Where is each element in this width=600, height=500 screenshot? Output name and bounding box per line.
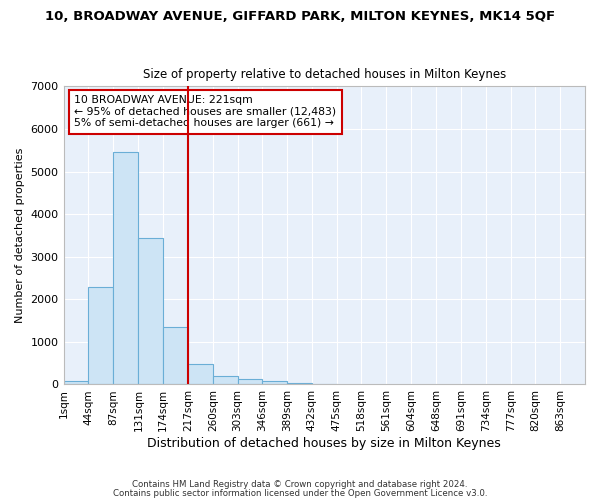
Bar xyxy=(213,376,238,384)
Text: 10, BROADWAY AVENUE, GIFFARD PARK, MILTON KEYNES, MK14 5QF: 10, BROADWAY AVENUE, GIFFARD PARK, MILTO… xyxy=(45,10,555,23)
Text: Contains HM Land Registry data © Crown copyright and database right 2024.: Contains HM Land Registry data © Crown c… xyxy=(132,480,468,489)
Bar xyxy=(113,152,138,384)
X-axis label: Distribution of detached houses by size in Milton Keynes: Distribution of detached houses by size … xyxy=(148,437,501,450)
Bar xyxy=(64,381,88,384)
Y-axis label: Number of detached properties: Number of detached properties xyxy=(15,148,25,323)
Bar xyxy=(287,383,312,384)
Bar xyxy=(88,286,113,384)
Text: 10 BROADWAY AVENUE: 221sqm
← 95% of detached houses are smaller (12,483)
5% of s: 10 BROADWAY AVENUE: 221sqm ← 95% of deta… xyxy=(74,96,336,128)
Bar xyxy=(163,327,188,384)
Bar xyxy=(262,381,287,384)
Bar xyxy=(188,364,213,384)
Title: Size of property relative to detached houses in Milton Keynes: Size of property relative to detached ho… xyxy=(143,68,506,81)
Bar xyxy=(139,238,163,384)
Text: Contains public sector information licensed under the Open Government Licence v3: Contains public sector information licen… xyxy=(113,489,487,498)
Bar xyxy=(238,379,262,384)
